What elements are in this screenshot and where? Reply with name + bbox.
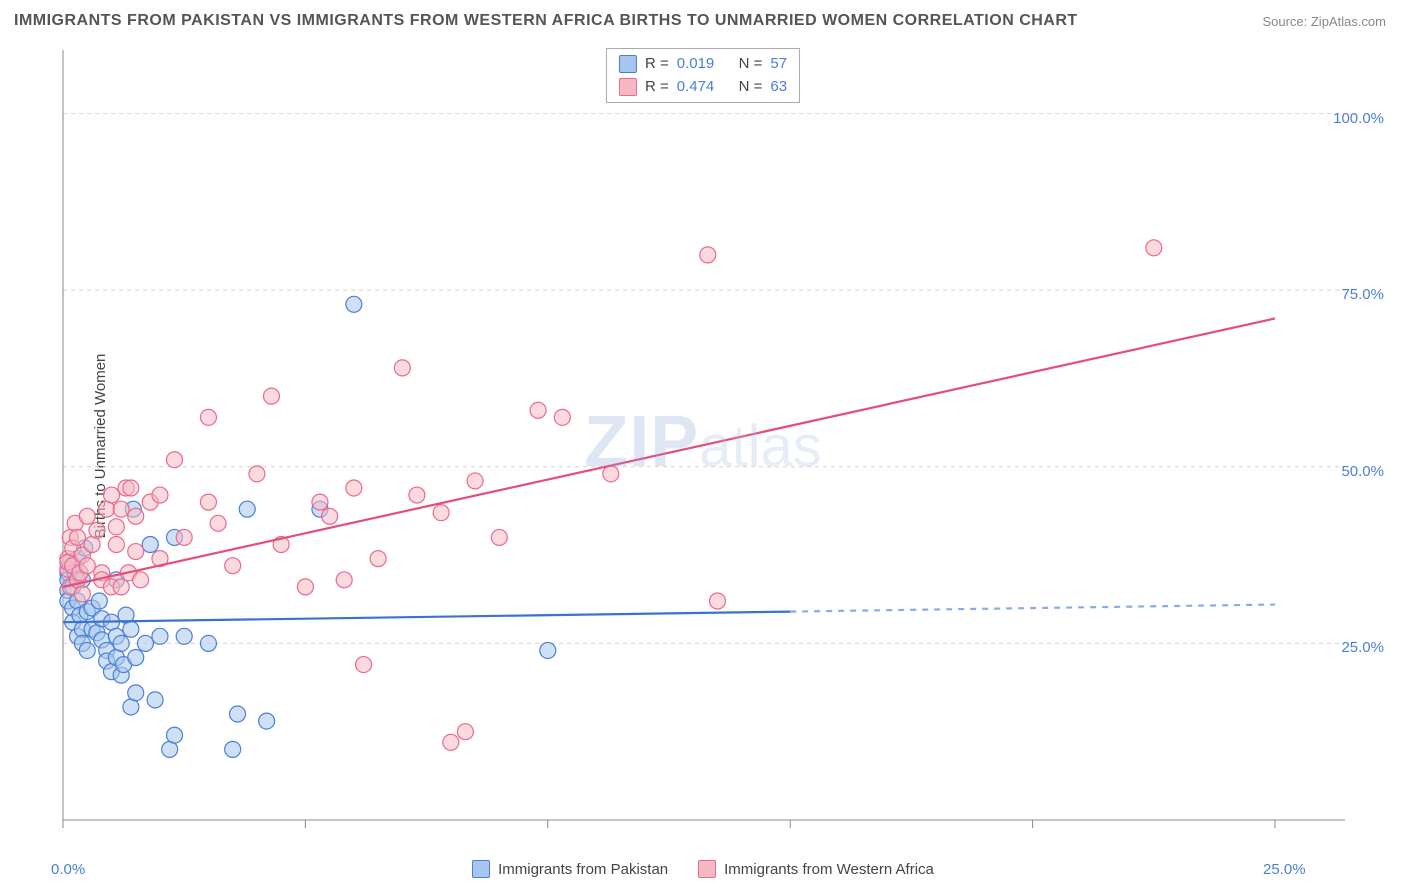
r-value-s2: 0.474	[677, 76, 715, 99]
series-legend: Immigrants from Pakistan Immigrants from…	[0, 860, 1406, 878]
r-label-s2: R =	[645, 76, 669, 99]
swatch-s2	[619, 78, 637, 96]
correlation-legend: R = 0.019 N = 57 R = 0.474 N = 63	[606, 48, 800, 103]
source-link[interactable]: ZipAtlas.com	[1311, 14, 1386, 29]
r-label-s1: R =	[645, 53, 669, 76]
scatter-plot	[45, 40, 1365, 840]
n-label-s2: N =	[739, 76, 763, 99]
legend-row-s2: R = 0.474 N = 63	[619, 76, 787, 99]
swatch-bottom-s1	[472, 860, 490, 878]
chart-container: IMMIGRANTS FROM PAKISTAN VS IMMIGRANTS F…	[0, 0, 1406, 892]
y-tick-label: 25.0%	[1341, 639, 1384, 656]
n-label-s1: N =	[739, 53, 763, 76]
x-tick-label: 25.0%	[1263, 861, 1306, 878]
y-tick-label: 100.0%	[1333, 110, 1384, 127]
y-tick-label: 50.0%	[1341, 463, 1384, 480]
swatch-s1	[619, 55, 637, 73]
chart-title: IMMIGRANTS FROM PAKISTAN VS IMMIGRANTS F…	[14, 12, 1078, 30]
legend-item-s2: Immigrants from Western Africa	[698, 860, 934, 878]
source-prefix: Source:	[1262, 14, 1310, 29]
source-attribution: Source: ZipAtlas.com	[1262, 14, 1386, 29]
n-value-s1: 57	[770, 53, 787, 76]
y-tick-label: 75.0%	[1341, 286, 1384, 303]
n-value-s2: 63	[770, 76, 787, 99]
r-value-s1: 0.019	[677, 53, 715, 76]
series-label-s2: Immigrants from Western Africa	[724, 861, 934, 878]
legend-item-s1: Immigrants from Pakistan	[472, 860, 668, 878]
swatch-bottom-s2	[698, 860, 716, 878]
series-label-s1: Immigrants from Pakistan	[498, 861, 668, 878]
x-tick-label: 0.0%	[51, 861, 85, 878]
legend-row-s1: R = 0.019 N = 57	[619, 53, 787, 76]
